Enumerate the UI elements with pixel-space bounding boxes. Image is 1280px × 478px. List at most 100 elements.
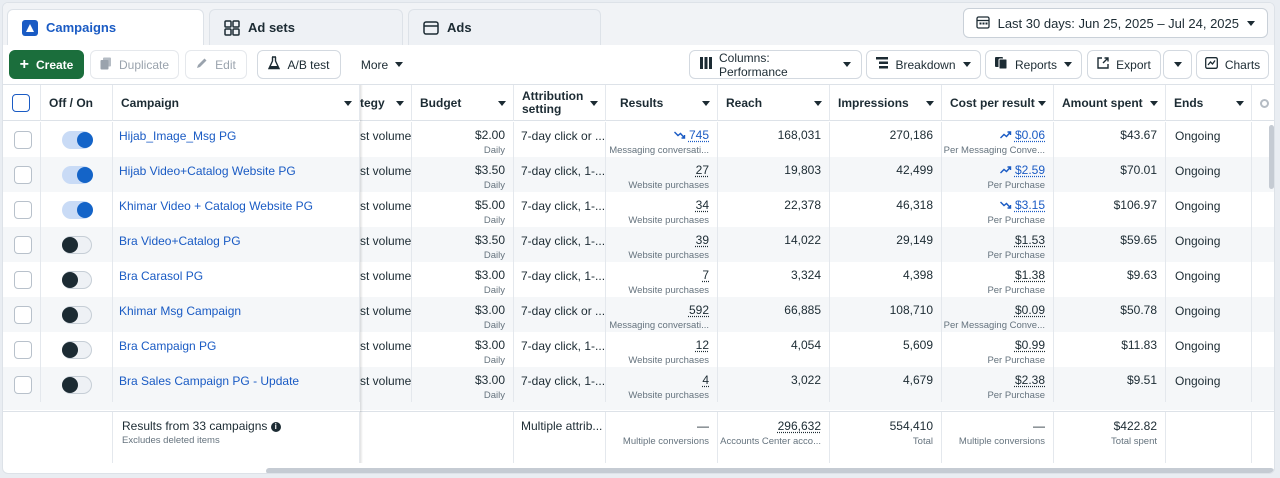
reports-button[interactable]: Reports [985,50,1082,79]
campaign-name-link[interactable]: Bra Carasol PG [119,269,204,283]
header-impressions[interactable]: Impressions [830,85,942,121]
table-row[interactable]: Bra Carasol PG st volume $3.00 Daily 7-day c… [3,262,1274,297]
row-checkbox[interactable] [14,271,32,289]
budget-cell[interactable]: $2.00 Daily [412,122,514,157]
table-row[interactable]: Khimar Video + Catalog Website PG st volu… [3,192,1274,227]
attribution-cell: 7-day click, 1-... [514,227,606,262]
campaign-name-link[interactable]: Khimar Video + Catalog Website PG [119,199,313,213]
export-button[interactable]: Export [1087,50,1161,79]
info-icon[interactable]: i [270,422,281,432]
table-row[interactable]: Bra Sales Campaign PG - Update st volume $… [3,367,1274,402]
export-options-button[interactable] [1163,50,1192,79]
row-checkbox[interactable] [14,131,32,149]
results-value[interactable]: 12 [695,338,709,352]
campaign-name-link[interactable]: Bra Sales Campaign PG - Update [119,374,300,388]
toggle-knob [62,237,78,253]
cost-per-result-value[interactable]: $2.59 [1014,163,1045,177]
header-bid-strategy[interactable]: tegy [360,85,412,121]
campaign-name-link[interactable]: Khimar Msg Campaign [119,304,242,318]
results-value[interactable]: 34 [695,198,709,212]
campaign-name-link[interactable]: Hijab Video+Catalog Website PG [119,164,296,178]
table-row[interactable]: Hijab Video+Catalog Website PG st volume $… [3,157,1274,192]
budget-cell[interactable]: $3.00 Daily [412,262,514,297]
campaign-name-link[interactable]: Hijab_Image_Msg PG [119,129,237,143]
budget-cell[interactable]: $3.00 Daily [412,297,514,332]
tab-label: Ad sets [248,20,295,35]
columns-button[interactable]: Columns: Performance [689,50,862,79]
row-checkbox[interactable] [14,166,32,184]
table-row[interactable]: Hijab_Image_Msg PG st volume $2.00 Daily 7-d… [3,122,1274,157]
cost-per-result-value[interactable]: $2.38 [1014,373,1045,387]
campaign-name-link[interactable]: Bra Video+Catalog PG [119,234,241,248]
header-cost-per-result[interactable]: Cost per result [942,85,1054,121]
table-header: Off / On Campaign tegy Budget Attributio… [3,85,1274,121]
header-attribution[interactable]: Attribution setting [514,85,606,121]
select-all-checkbox[interactable] [12,94,30,112]
cost-per-result-value[interactable]: $3.15 [1014,198,1045,212]
campaign-toggle[interactable] [62,341,92,359]
campaign-toggle[interactable] [62,306,92,324]
edit-button[interactable]: Edit [185,50,247,79]
results-value[interactable]: 39 [695,233,709,247]
ab-test-button[interactable]: A/B test [257,50,341,79]
budget-cell[interactable]: $3.50 Daily [412,157,514,192]
budget-cell[interactable]: $3.00 Daily [412,332,514,367]
cost-per-result-value[interactable]: $0.09 [1014,303,1045,317]
reach-value: 66,885 [784,303,821,317]
tab-ads[interactable]: Ads [408,9,601,45]
budget-sub: Daily [483,285,505,296]
add-column-cell[interactable] [1252,85,1274,121]
ends-cell: Ongoing [1166,297,1252,332]
budget-cell[interactable]: $5.00 Daily [412,192,514,227]
budget-cell[interactable]: $3.50 Daily [412,227,514,262]
cost-per-result-value[interactable]: $1.38 [1014,268,1045,282]
chevron-down-icon [926,101,934,106]
cost-per-result-value[interactable]: $0.06 [1014,128,1045,142]
cost-per-result-value[interactable]: $0.99 [1014,338,1045,352]
budget-cell[interactable]: $3.00 Daily [412,367,514,402]
breakdown-button[interactable]: Breakdown [866,50,981,79]
more-button[interactable]: More [351,50,413,79]
row-checkbox[interactable] [14,201,32,219]
results-value[interactable]: 592 [688,303,709,317]
header-results[interactable]: Results [606,85,718,121]
campaign-toggle[interactable] [62,271,92,289]
results-value[interactable]: 4 [702,373,709,387]
budget-value: $3.00 [474,373,505,387]
campaign-toggle[interactable] [62,236,92,254]
impressions-value: 46,318 [896,198,933,212]
row-checkbox[interactable] [14,341,32,359]
date-range-picker[interactable]: Last 30 days: Jun 25, 2025 – Jul 24, 202… [962,8,1268,38]
table-row[interactable]: Khimar Msg Campaign st volume $3.00 Daily 7-… [3,297,1274,332]
tab-ad-sets[interactable]: Ad sets [209,9,403,45]
header-campaign[interactable]: Campaign [113,85,360,121]
campaign-name-link[interactable]: Bra Campaign PG [119,339,217,353]
row-checkbox[interactable] [14,306,32,324]
results-value[interactable]: 7 [702,268,709,282]
results-value[interactable]: 745 [688,128,709,142]
campaign-toggle[interactable] [62,131,93,149]
tab-campaigns[interactable]: Campaigns [7,9,204,45]
frozen-column-shadow [360,85,363,463]
horizontal-scrollbar[interactable] [266,468,1274,473]
row-checkbox[interactable] [14,376,32,394]
campaign-toggle[interactable] [62,201,93,219]
vertical-scrollbar[interactable] [1269,125,1274,189]
row-checkbox[interactable] [14,236,32,254]
results-value[interactable]: 27 [695,163,709,177]
amount-spent-value: $50.78 [1120,303,1157,317]
charts-button[interactable]: Charts [1196,50,1269,79]
chevron-down-icon [843,62,851,67]
campaign-toggle[interactable] [62,376,92,394]
header-ends[interactable]: Ends [1166,85,1252,121]
reach-value: 3,324 [790,268,821,282]
table-row[interactable]: Bra Video+Catalog PG st volume $3.50 Daily 7… [3,227,1274,262]
duplicate-button[interactable]: Duplicate [90,50,179,79]
header-budget[interactable]: Budget [412,85,514,121]
table-row[interactable]: Bra Campaign PG st volume $3.00 Daily 7-day … [3,332,1274,367]
campaign-toggle[interactable] [62,166,93,184]
header-reach[interactable]: Reach [718,85,830,121]
create-button[interactable]: + Create [9,50,84,79]
header-amount-spent[interactable]: Amount spent [1054,85,1166,121]
cost-per-result-value[interactable]: $1.53 [1014,233,1045,247]
